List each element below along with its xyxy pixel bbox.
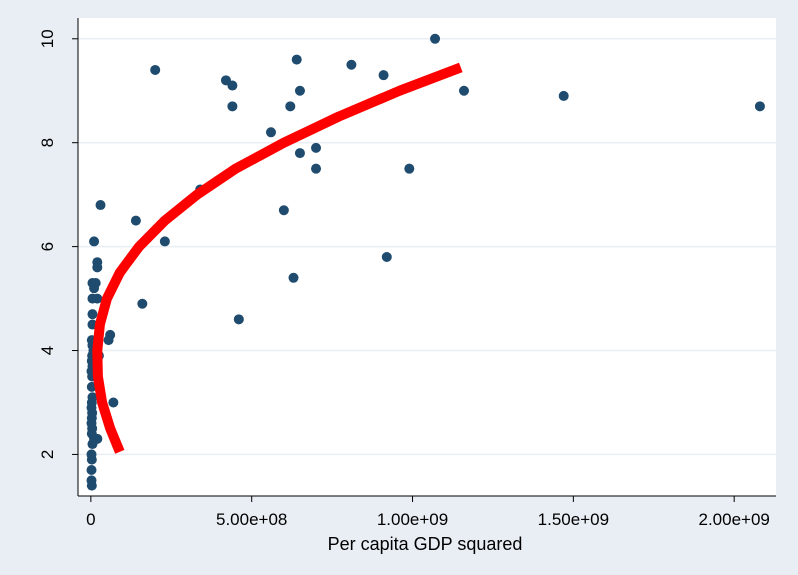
data-point bbox=[291, 54, 302, 65]
data-point bbox=[288, 272, 299, 283]
x-tick-label: 1.50e+09 bbox=[538, 510, 609, 529]
x-tick-label: 2.00e+09 bbox=[698, 510, 769, 529]
data-point bbox=[92, 262, 103, 273]
data-point bbox=[754, 101, 765, 112]
data-point bbox=[311, 142, 322, 153]
fit-line bbox=[92, 62, 463, 454]
data-point bbox=[227, 101, 238, 112]
data-point bbox=[86, 454, 97, 465]
data-point bbox=[89, 283, 100, 294]
data-point bbox=[87, 309, 98, 320]
data-point bbox=[265, 127, 276, 138]
x-tick-label: 1.00e+09 bbox=[377, 510, 448, 529]
y-tick-label: 10 bbox=[38, 29, 57, 48]
data-point bbox=[381, 252, 392, 262]
y-tick-label: 2 bbox=[38, 450, 57, 459]
ticks: 2 4 6 8 10 0 5.00e+08 1.00e+09 1.50e+09 2.00e+09 bbox=[38, 29, 770, 529]
y-tick-label: 4 bbox=[38, 346, 57, 355]
data-point bbox=[87, 439, 98, 450]
scatter-points bbox=[86, 33, 765, 491]
data-point bbox=[458, 85, 469, 96]
data-point bbox=[285, 101, 296, 112]
data-point bbox=[95, 200, 106, 211]
data-point bbox=[108, 397, 119, 408]
data-point bbox=[294, 148, 305, 159]
data-point bbox=[159, 236, 170, 247]
data-point bbox=[92, 293, 103, 304]
data-point bbox=[404, 163, 415, 174]
data-point bbox=[311, 163, 322, 174]
data-point bbox=[227, 80, 238, 91]
x-tick-label: 5.00e+08 bbox=[216, 510, 287, 529]
data-point bbox=[86, 465, 97, 476]
data-point bbox=[89, 236, 100, 247]
data-point bbox=[558, 90, 569, 101]
data-point bbox=[130, 215, 141, 226]
data-point bbox=[346, 59, 357, 70]
y-tick-label: 6 bbox=[38, 242, 57, 251]
y-tick-label: 8 bbox=[38, 138, 57, 147]
fit-line-layer bbox=[92, 62, 463, 454]
grid-lines bbox=[78, 38, 776, 456]
x-tick-label: 0 bbox=[86, 510, 95, 529]
data-point bbox=[150, 64, 161, 75]
data-point bbox=[137, 298, 148, 309]
data-point bbox=[233, 314, 244, 325]
data-point bbox=[278, 205, 289, 216]
data-point bbox=[294, 85, 305, 96]
data-point bbox=[86, 480, 97, 491]
data-point bbox=[430, 33, 441, 44]
axes bbox=[77, 18, 776, 497]
x-axis-title: Per capita GDP squared bbox=[328, 534, 523, 554]
data-point bbox=[103, 335, 114, 346]
plot-area bbox=[78, 18, 776, 496]
data-point bbox=[378, 70, 389, 81]
